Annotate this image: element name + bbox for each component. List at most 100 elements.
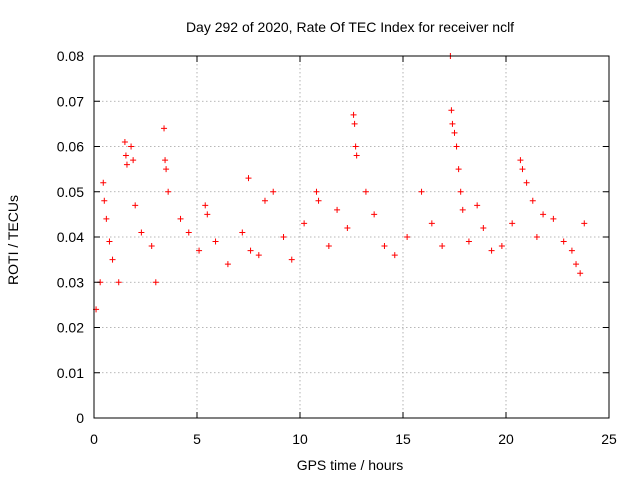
data-point <box>352 143 359 150</box>
data-point <box>540 211 547 218</box>
data-point <box>517 157 524 164</box>
data-point <box>448 107 455 114</box>
data-point <box>165 188 172 195</box>
data-point <box>418 188 425 195</box>
data-point <box>101 197 108 204</box>
data-point <box>315 197 322 204</box>
y-tick-label: 0.03 <box>57 274 84 290</box>
data-point <box>519 166 526 173</box>
y-tick-label: 0.08 <box>57 48 84 64</box>
data-point <box>459 206 466 213</box>
data-point <box>162 157 169 164</box>
data-point <box>115 279 122 286</box>
data-point <box>404 234 411 240</box>
data-point <box>161 125 168 132</box>
data-point <box>509 220 516 227</box>
data-point <box>212 238 219 245</box>
x-tick-label: 0 <box>90 431 98 447</box>
data-point <box>428 220 435 227</box>
data-point <box>121 138 128 145</box>
x-tick-label: 20 <box>498 431 514 447</box>
data-point <box>138 229 145 236</box>
data-point <box>325 243 332 250</box>
data-point <box>577 270 584 277</box>
data-point <box>202 202 209 209</box>
data-point <box>152 279 159 286</box>
data-point <box>498 243 505 250</box>
data-point <box>109 256 116 263</box>
data-point <box>371 211 378 218</box>
x-tick-label: 25 <box>601 431 617 447</box>
data-point <box>581 220 588 227</box>
data-point <box>128 143 135 150</box>
data-point <box>301 220 308 227</box>
data-point <box>123 161 130 168</box>
data-point <box>550 215 557 222</box>
x-tick-label: 10 <box>292 431 308 447</box>
data-point <box>529 197 536 204</box>
data-points <box>93 53 588 313</box>
data-point <box>185 229 192 236</box>
data-point <box>100 179 107 186</box>
data-point <box>344 224 351 231</box>
data-point <box>106 238 113 245</box>
data-point <box>362 188 369 195</box>
data-point <box>568 247 575 254</box>
data-point <box>224 261 231 268</box>
x-tick-label: 5 <box>193 431 201 447</box>
data-point <box>391 252 398 259</box>
data-point <box>480 224 487 231</box>
data-point <box>453 143 460 150</box>
data-point <box>239 229 246 236</box>
y-tick-label: 0.05 <box>57 184 84 200</box>
data-point <box>457 188 464 195</box>
data-point <box>455 166 462 173</box>
data-point <box>465 238 472 245</box>
x-axis-label: GPS time / hours <box>297 457 404 473</box>
data-point <box>130 157 137 164</box>
data-point <box>533 234 540 240</box>
data-point <box>288 256 295 263</box>
data-point <box>270 188 277 195</box>
data-point <box>474 202 481 209</box>
x-tick-label: 15 <box>395 431 411 447</box>
y-tick-label: 0.06 <box>57 139 84 155</box>
data-point <box>439 243 446 250</box>
data-point <box>245 175 252 182</box>
data-point <box>573 261 580 268</box>
data-point <box>449 120 456 127</box>
data-point <box>163 166 170 173</box>
data-point <box>523 179 530 186</box>
y-tick-label: 0.01 <box>57 365 84 381</box>
axis-ticks <box>93 55 610 419</box>
data-point <box>488 247 495 254</box>
grid <box>94 56 609 418</box>
x-tick-labels: 0 5 10 15 20 25 <box>90 431 617 447</box>
data-point <box>148 243 155 250</box>
data-point <box>560 238 567 245</box>
y-tick-label: 0.02 <box>57 320 84 336</box>
y-axis-label: ROTI / TECUs <box>5 195 21 285</box>
data-point <box>247 247 254 254</box>
data-point <box>351 120 358 127</box>
data-point <box>280 234 287 240</box>
data-point <box>122 152 129 159</box>
data-point <box>350 111 357 118</box>
data-point <box>177 215 184 222</box>
data-point <box>334 206 341 213</box>
data-point <box>196 247 203 254</box>
y-tick-label: 0 <box>76 410 84 426</box>
data-point <box>132 202 139 209</box>
data-point <box>353 152 360 159</box>
data-point <box>255 252 262 259</box>
data-point <box>381 243 388 250</box>
data-point <box>261 197 268 204</box>
y-tick-label: 0.07 <box>57 93 84 109</box>
chart-title: Day 292 of 2020, Rate Of TEC Index for r… <box>186 19 514 35</box>
data-point <box>103 215 110 222</box>
data-point <box>204 211 211 218</box>
data-point <box>313 188 320 195</box>
data-point <box>451 129 458 136</box>
y-tick-label: 0.04 <box>57 229 84 245</box>
